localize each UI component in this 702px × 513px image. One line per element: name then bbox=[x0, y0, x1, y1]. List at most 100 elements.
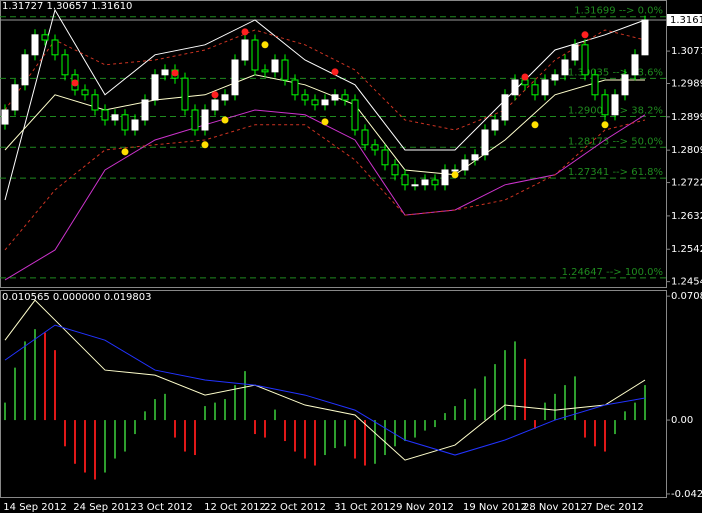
candle-body bbox=[511, 79, 519, 96]
last-price-box bbox=[667, 13, 702, 26]
candle-body bbox=[361, 129, 369, 146]
indicator-line bbox=[4, 324, 646, 456]
x-tick-label: 24 Sep 2012 bbox=[73, 502, 136, 513]
candle-body bbox=[531, 84, 539, 96]
candle-body bbox=[91, 94, 99, 111]
candle-body bbox=[591, 74, 599, 96]
candle-body bbox=[541, 79, 549, 96]
fractal-dot bbox=[241, 28, 249, 36]
candle-body bbox=[221, 94, 229, 101]
candle-body bbox=[211, 99, 219, 111]
candle-body bbox=[141, 99, 149, 121]
candle-body bbox=[241, 39, 249, 61]
fractal-dot bbox=[171, 69, 179, 77]
indicator-line bbox=[4, 8, 646, 201]
candle-body bbox=[421, 179, 429, 186]
x-tick-label: 3 Oct 2012 bbox=[137, 502, 192, 513]
candle-body bbox=[471, 154, 479, 161]
ohlc-label: 1.31727 1.30657 1.31610 bbox=[2, 1, 132, 12]
candle-body bbox=[291, 79, 299, 96]
candle-body bbox=[51, 39, 59, 56]
candle-body bbox=[231, 59, 239, 96]
candle-body bbox=[521, 79, 529, 86]
candle-body bbox=[581, 44, 589, 76]
y-tick-label: 0.00 bbox=[671, 415, 693, 426]
y-tick-label: 1.25420 bbox=[671, 244, 702, 255]
fractal-dot bbox=[221, 116, 229, 124]
candle-body bbox=[431, 179, 439, 186]
indicator-line bbox=[4, 74, 645, 176]
candle-body bbox=[411, 184, 419, 187]
fractal-dot bbox=[121, 148, 129, 156]
fractal-dot bbox=[211, 91, 219, 99]
fractal-dot bbox=[581, 31, 589, 39]
fractal-dot bbox=[71, 79, 79, 87]
fibo-label: 1.30035 --> 23.6% bbox=[568, 67, 663, 78]
fractal-dot bbox=[331, 68, 339, 76]
x-tick-label: 14 Sep 2012 bbox=[3, 502, 66, 513]
candle-body bbox=[501, 94, 509, 121]
x-tick-label: 19 Nov 2012 bbox=[463, 502, 527, 513]
candle-body bbox=[371, 144, 379, 151]
candle-body bbox=[201, 109, 209, 131]
indicator-header: 0.010565 0.000000 0.019803 bbox=[2, 292, 152, 303]
fractal-dot bbox=[261, 41, 269, 49]
y-tick-label: -0.04225 bbox=[671, 489, 702, 500]
candle-body bbox=[31, 34, 39, 56]
y-tick-label: 1.24545 bbox=[671, 277, 702, 288]
candle-body bbox=[151, 74, 159, 101]
y-tick-label: 1.27220 bbox=[671, 178, 702, 189]
candle-body bbox=[491, 119, 499, 131]
fractal-dot bbox=[531, 121, 539, 129]
y-tick-label: 1.30770 bbox=[671, 46, 702, 57]
candle-body bbox=[251, 39, 259, 71]
candle-body bbox=[191, 109, 199, 131]
candle-body bbox=[631, 54, 639, 76]
candle-body bbox=[601, 94, 609, 116]
x-tick-label: 9 Nov 2012 bbox=[396, 502, 454, 513]
x-tick-label: 12 Oct 2012 bbox=[204, 502, 266, 513]
candle-body bbox=[81, 89, 89, 96]
candle-body bbox=[61, 54, 69, 76]
candle-body bbox=[401, 174, 409, 186]
y-tick-label: 1.28995 bbox=[671, 112, 702, 123]
candle-body bbox=[301, 94, 309, 101]
candle-body bbox=[41, 34, 49, 41]
fractal-dot bbox=[201, 141, 209, 149]
candle-body bbox=[131, 119, 139, 131]
indicator-line bbox=[4, 29, 646, 131]
candle-body bbox=[181, 77, 189, 111]
fractal-dot bbox=[521, 73, 529, 81]
candle-body bbox=[111, 114, 119, 121]
candle-body bbox=[391, 164, 399, 176]
fibo-label: 1.24647 --> 100.0% bbox=[562, 267, 663, 278]
candle-body bbox=[561, 59, 569, 76]
candle-body bbox=[281, 59, 289, 81]
fractal-dot bbox=[601, 121, 609, 129]
candle-body bbox=[161, 69, 169, 76]
indicator-line bbox=[4, 119, 646, 251]
indicator-frame bbox=[0, 290, 667, 498]
candle-body bbox=[381, 149, 389, 166]
candle-body bbox=[331, 94, 339, 101]
indicator-line bbox=[4, 109, 646, 281]
candle-body bbox=[121, 114, 129, 131]
main-frame bbox=[0, 0, 667, 288]
fractal-dot bbox=[321, 118, 329, 126]
x-tick-label: 7 Dec 2012 bbox=[586, 502, 644, 513]
x-tick-label: 28 Nov 2012 bbox=[523, 502, 587, 513]
fractal-dot bbox=[451, 171, 459, 179]
last-price-label: 1.31610 bbox=[670, 15, 702, 26]
candle-body bbox=[641, 19, 649, 56]
candle-body bbox=[341, 94, 349, 101]
candle-body bbox=[321, 99, 329, 106]
candle-body bbox=[461, 159, 469, 171]
candle-body bbox=[101, 109, 109, 121]
y-tick-label: 1.26320 bbox=[671, 211, 702, 222]
y-tick-label: 0.07089 bbox=[671, 291, 702, 302]
candle-body bbox=[21, 54, 29, 86]
candle-body bbox=[571, 44, 579, 61]
candle-body bbox=[271, 59, 279, 73]
